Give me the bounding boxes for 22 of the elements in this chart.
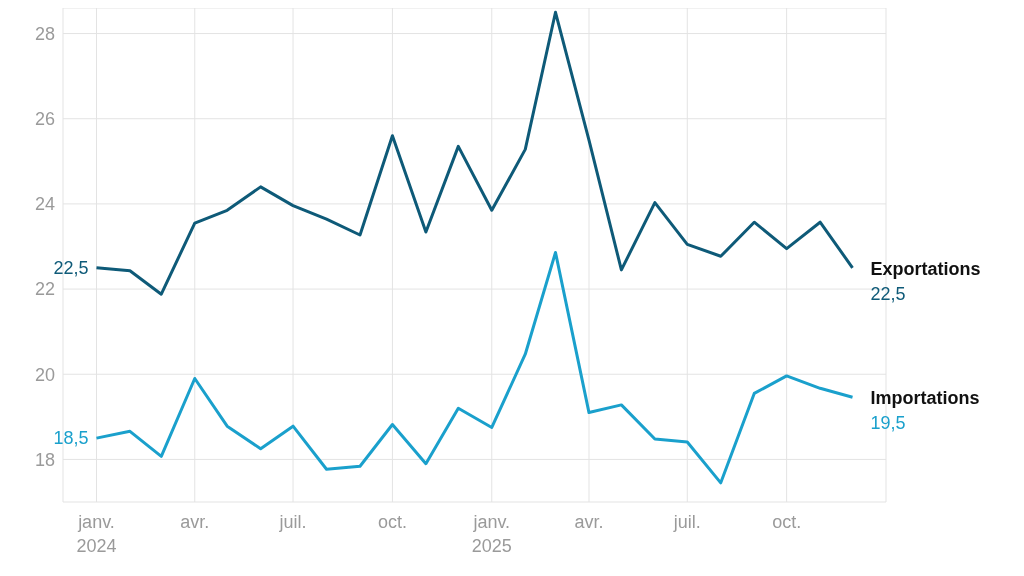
x-tick-label: oct. (377, 512, 407, 532)
x-tick-label: janv. 2025 (471, 512, 512, 556)
x-tick-label: avr. (574, 512, 604, 532)
y-tick-label: 26 (34, 109, 55, 130)
y-tick-label: 28 (34, 23, 55, 44)
y-tick-label: 18 (34, 449, 55, 470)
x-tick-label: avr. (180, 512, 210, 532)
data-label: 22,5 (53, 257, 89, 278)
y-tick-label: 24 (34, 194, 55, 215)
x-tick-label: oct. (772, 512, 802, 532)
series-label: Importations (870, 388, 980, 409)
y-tick-label: 22 (34, 279, 55, 300)
data-label: 19,5 (870, 413, 906, 434)
line-series (94, 250, 855, 485)
line-series (94, 10, 855, 296)
data-label: 18,5 (53, 428, 89, 449)
x-tick-label: juil. (278, 512, 307, 532)
y-tick-label: 20 (34, 364, 55, 385)
x-tick-label: juil. (672, 512, 701, 532)
x-tick-label: janv. 2024 (76, 512, 117, 556)
data-label: 22,5 (870, 283, 906, 304)
series-label: Exportations (870, 258, 981, 279)
